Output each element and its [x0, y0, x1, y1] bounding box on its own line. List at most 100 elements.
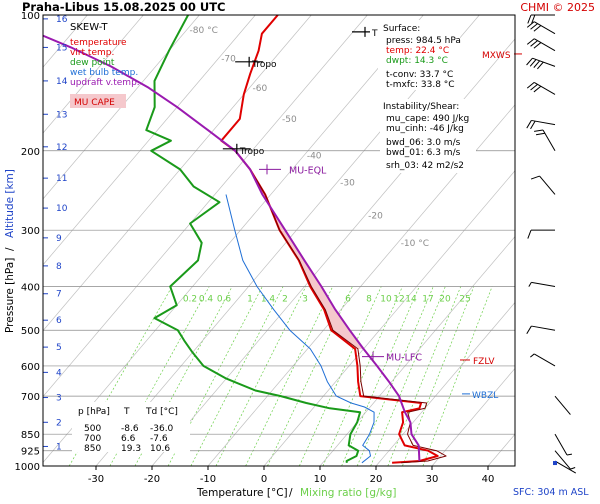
axes-layer: 1002003004005006007008509251000123456789… — [15, 11, 495, 485]
wind-barb — [534, 129, 556, 152]
legend-item-updraft: updraft v.temp. — [70, 78, 140, 88]
table-header: p [hPa] — [78, 407, 110, 417]
altitude-tick-label: 5 — [56, 343, 62, 353]
instability-title: Instability/Shear: — [383, 102, 459, 112]
isotherm-line — [151, 38, 515, 466]
temp-tick-label: 10 — [314, 474, 327, 485]
mixing-ratio-label: 1.4 — [261, 295, 276, 305]
table-cell: -7.6 — [150, 434, 168, 444]
wind-barb — [530, 353, 556, 367]
x-axis-label-separator: / — [289, 487, 293, 499]
temp-tick-label: -20 — [144, 474, 160, 485]
wbzl-label: WBZL — [472, 391, 498, 401]
altitude-tick-label: 15 — [56, 43, 67, 53]
surface-wind-dot — [553, 461, 557, 466]
altitude-tick-label: 4 — [56, 368, 62, 378]
tropopause-label: Tropo — [239, 147, 265, 157]
pressure-tick-label: 500 — [21, 326, 40, 337]
altitude-tick-label: 10 — [56, 204, 68, 214]
altitude-tick-label: 11 — [56, 174, 67, 184]
instability-line: mu_cinh: -46 J/kg — [386, 124, 464, 134]
wind-barb-shaft — [542, 129, 556, 152]
mixing-ratio-line — [267, 286, 353, 466]
table-cell: 500 — [84, 424, 101, 434]
wind-barb-feather — [537, 61, 544, 70]
altitude-tick-label: 2 — [56, 418, 62, 428]
wind-barb-feather — [533, 42, 542, 49]
mixing-ratio-label: 8 — [366, 295, 372, 305]
isotherm-label: -60 — [252, 84, 267, 94]
wind-barb-feather — [526, 120, 532, 129]
surface-title: Surface: — [383, 24, 420, 34]
chart-credit: CHMI © 2025 — [520, 1, 595, 14]
table-header: T — [123, 407, 130, 417]
mixing-ratio-line — [341, 286, 420, 466]
y-axis-label-separator: / — [4, 247, 16, 251]
legend-title: SKEW-T — [70, 22, 108, 33]
series-virt-temp — [234, 150, 447, 464]
isotherm-line — [43, 15, 200, 200]
wind-barb-shaft — [532, 57, 556, 67]
sfc-elevation: SFC: 304 m ASL — [513, 487, 589, 498]
wind-barb-feather — [533, 85, 542, 93]
y-axis-label-group: Pressure [hPa] / Altitude [km] — [4, 169, 16, 333]
wind-barb-feather — [528, 282, 532, 287]
wind-barb — [554, 433, 573, 456]
table-cell: 19.3 — [121, 444, 141, 454]
wind-barb-feather — [529, 59, 537, 67]
mixing-ratio-label: 2 — [282, 295, 288, 305]
mixing-ratio-line — [68, 286, 173, 466]
wind-barb-shaft — [554, 433, 568, 456]
temp-tick-label: 0 — [261, 474, 267, 485]
wind-barb-feather — [533, 25, 542, 32]
series-layer — [43, 15, 447, 464]
surface-temp: temp: 22.4 °C — [386, 46, 449, 56]
mixing-ratio-label: 14 — [405, 295, 417, 305]
mixing-ratio-label: 1 — [247, 295, 253, 305]
isotherm-label: -20 — [368, 211, 383, 221]
altitude-tick-label: 9 — [56, 234, 62, 244]
legend-item-wet-bulb: wet bulb temp. — [70, 68, 138, 78]
isotherm-line — [487, 433, 515, 466]
altitude-tick-label: 8 — [56, 262, 62, 272]
mixing-ratio-label: 20 — [439, 295, 451, 305]
instability-info: Instability/Shear: mu_cape: 490 J/kg mu_… — [380, 99, 476, 173]
mixing-ratio-label: 0.6 — [217, 295, 232, 305]
mixing-ratio-label: 0.2 — [183, 295, 197, 305]
altitude-tick-label: 7 — [56, 290, 62, 300]
isotherm-line — [263, 170, 515, 466]
mixing-ratio-line — [299, 286, 382, 466]
wind-barb-feather — [526, 38, 535, 45]
wind-barb-shaft — [533, 38, 556, 52]
wind-barb-feather — [530, 120, 536, 130]
mu-cape-box — [70, 94, 126, 108]
wind-barb — [554, 460, 577, 474]
surface-info-bg — [378, 20, 460, 90]
wind-barb-feather — [530, 83, 538, 91]
series-dew-point — [145, 15, 362, 463]
wind-barb-shaft — [533, 81, 556, 95]
wind-barb — [554, 450, 576, 470]
mixing-ratio-label: 0.4 — [199, 295, 214, 305]
wind-barb-shaft — [531, 281, 556, 288]
series-wet-bulb-temp — [225, 194, 375, 464]
mu-lfc-label: MU-LFC — [386, 353, 422, 364]
pressure-tick-label: 200 — [21, 147, 40, 158]
level-marks-layer: Tropo Tropo T MU-EQL MU-LFC FZLV WBZL MXWS — [222, 26, 522, 401]
wind-barb — [530, 175, 556, 195]
isotherm-line — [431, 367, 515, 466]
isotherm-label: -80 °C — [190, 26, 218, 36]
wind-barb-shaft — [554, 460, 577, 474]
altitude-tick-label: 16 — [56, 15, 68, 25]
isotherm-label: -40 — [307, 152, 322, 162]
legend: SKEW-T temperature virt.temp. dew point … — [70, 22, 140, 108]
instability-line: mu_cape: 490 J/kg — [386, 114, 469, 124]
legend-item-dew-point: dew point — [70, 58, 115, 68]
mu-cape-label: MU CAPE — [74, 98, 115, 108]
table-header: Td [°C] — [145, 407, 178, 417]
pressure-tick-label: 400 — [21, 283, 40, 294]
mu-eql-label: MU-EQL — [289, 165, 327, 176]
x-axis-label-temperature: Temperature [°C] — [196, 487, 288, 499]
wind-barb — [528, 281, 556, 288]
